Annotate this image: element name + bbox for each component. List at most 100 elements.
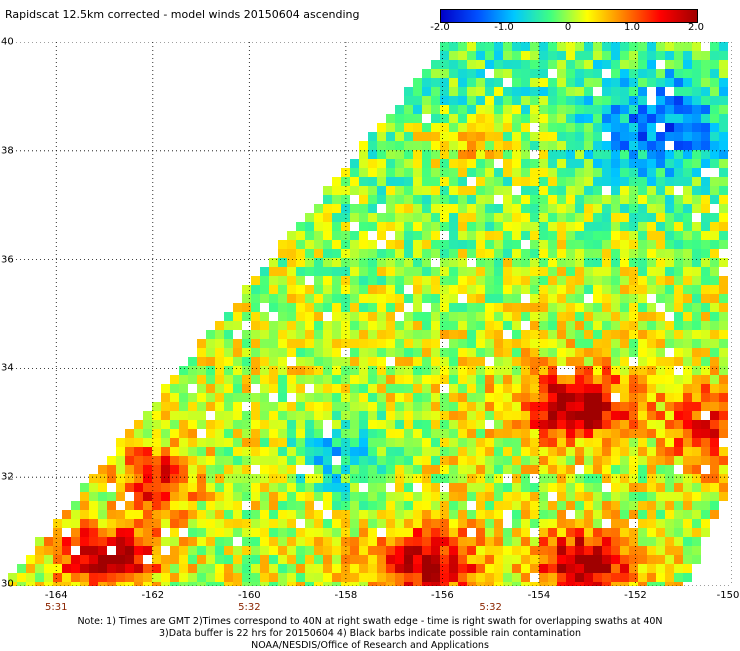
wind-difference-cell [431, 303, 440, 312]
wind-difference-cell [458, 87, 467, 96]
wind-difference-cell [404, 132, 413, 141]
wind-difference-cell [395, 546, 404, 555]
wind-difference-cell [602, 375, 611, 384]
wind-difference-cell [539, 456, 548, 465]
wind-difference-cell [332, 312, 341, 321]
wind-difference-cell [260, 420, 269, 429]
wind-difference-cell [449, 357, 458, 366]
wind-difference-cell [512, 258, 521, 267]
wind-difference-cell [305, 231, 314, 240]
wind-difference-cell [134, 492, 143, 501]
wind-difference-cell [260, 402, 269, 411]
wind-difference-cell [701, 528, 710, 537]
wind-difference-cell [557, 51, 566, 60]
wind-difference-cell [395, 357, 404, 366]
wind-difference-cell [701, 366, 710, 375]
wind-difference-cell [404, 204, 413, 213]
wind-difference-cell [386, 402, 395, 411]
wind-difference-cell [161, 447, 170, 456]
wind-difference-cell [305, 528, 314, 537]
wind-difference-cell [485, 186, 494, 195]
wind-difference-cell [422, 519, 431, 528]
wind-difference-cell [278, 402, 287, 411]
wind-difference-cell [206, 537, 215, 546]
wind-difference-cell [539, 177, 548, 186]
wind-difference-cell [503, 249, 512, 258]
wind-difference-cell [197, 411, 206, 420]
wind-difference-cell [53, 582, 62, 586]
wind-difference-cell [413, 366, 422, 375]
wind-difference-cell [710, 366, 719, 375]
wind-difference-cell [593, 141, 602, 150]
wind-difference-cell [485, 501, 494, 510]
wind-difference-cell [197, 573, 206, 582]
wind-difference-cell [377, 537, 386, 546]
wind-difference-cell [287, 366, 296, 375]
wind-difference-cell [557, 456, 566, 465]
wind-difference-cell [260, 510, 269, 519]
wind-difference-cell [620, 303, 629, 312]
wind-difference-cell [440, 348, 449, 357]
wind-difference-cell [683, 294, 692, 303]
wind-difference-cell [566, 573, 575, 582]
wind-difference-cell [431, 78, 440, 87]
wind-difference-cell [602, 303, 611, 312]
wind-difference-cell [530, 555, 539, 564]
wind-difference-cell [476, 186, 485, 195]
wind-difference-cell [629, 465, 638, 474]
wind-difference-cell [620, 582, 629, 586]
wind-difference-cell [440, 564, 449, 573]
wind-difference-cell [422, 321, 431, 330]
wind-difference-cell [692, 339, 701, 348]
wind-difference-cell [485, 456, 494, 465]
wind-difference-cell [629, 294, 638, 303]
wind-difference-cell [656, 474, 665, 483]
wind-difference-cell [350, 294, 359, 303]
wind-difference-cell [359, 420, 368, 429]
wind-difference-cell [368, 303, 377, 312]
wind-difference-cell [485, 411, 494, 420]
wind-difference-cell [620, 105, 629, 114]
wind-difference-cell [629, 573, 638, 582]
wind-difference-cell [449, 501, 458, 510]
wind-difference-cell [422, 87, 431, 96]
wind-difference-cell [602, 456, 611, 465]
wind-difference-cell [485, 573, 494, 582]
wind-difference-cell [233, 528, 242, 537]
wind-difference-cell [71, 519, 80, 528]
wind-difference-cell [422, 501, 431, 510]
wind-difference-cell [602, 330, 611, 339]
longitude-tick-label: -156 [431, 590, 454, 601]
wind-difference-cell [98, 501, 107, 510]
wind-difference-cell [521, 546, 530, 555]
wind-difference-cell [323, 195, 332, 204]
wind-difference-cell [710, 222, 719, 231]
wind-difference-cell [170, 519, 179, 528]
wind-difference-cell [287, 438, 296, 447]
wind-difference-cell [440, 114, 449, 123]
wind-difference-cell [512, 483, 521, 492]
wind-difference-cell [215, 492, 224, 501]
wind-difference-cell [584, 519, 593, 528]
wind-difference-cell [656, 528, 665, 537]
wind-difference-cell [233, 393, 242, 402]
wind-difference-cell [269, 573, 278, 582]
wind-difference-cell [539, 375, 548, 384]
wind-difference-cell [359, 501, 368, 510]
wind-difference-cell [395, 141, 404, 150]
wind-difference-cell [638, 465, 647, 474]
wind-difference-cell [602, 213, 611, 222]
wind-difference-cell [701, 258, 710, 267]
wind-difference-cell [539, 285, 548, 294]
wind-difference-cell [341, 357, 350, 366]
wind-difference-cell [305, 249, 314, 258]
wind-difference-cell [296, 429, 305, 438]
wind-difference-cell [440, 240, 449, 249]
wind-difference-cell [332, 258, 341, 267]
wind-difference-cell [575, 78, 584, 87]
wind-difference-cell [521, 402, 530, 411]
wind-difference-cell [215, 510, 224, 519]
wind-difference-cell [647, 357, 656, 366]
wind-difference-cell [386, 240, 395, 249]
wind-difference-cell [206, 465, 215, 474]
